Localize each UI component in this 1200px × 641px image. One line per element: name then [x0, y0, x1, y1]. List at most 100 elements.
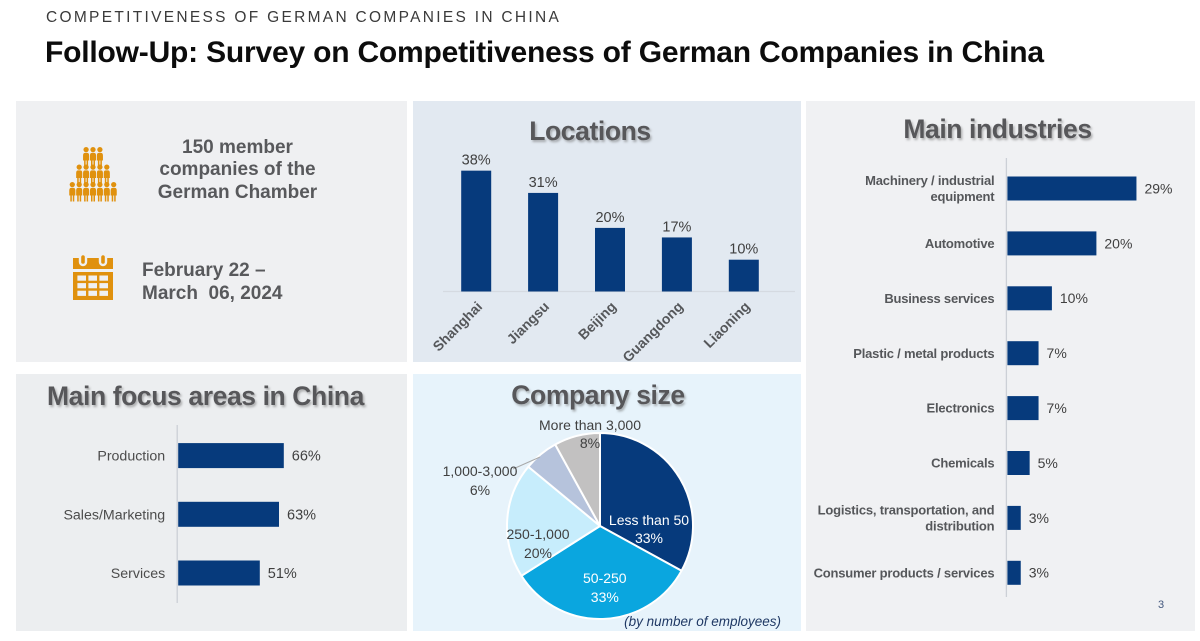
person-glyph: [96, 147, 103, 167]
date-text-line: March 06, 2024: [142, 282, 283, 304]
pie-label-name: 50-250: [583, 570, 627, 586]
panel-locations: Locations 38% Shanghai 31% Jiangsu 20% Beijin…: [413, 101, 801, 362]
pie-slice-Less than 50: [599, 432, 694, 572]
person-glyph: [96, 164, 103, 185]
bar-Machinery / industrial equipment: [1007, 176, 1137, 201]
person-glyph: [96, 182, 103, 202]
bar-value-label: 51%: [268, 566, 297, 582]
bar-Business services: [1007, 286, 1052, 311]
bar-Chemicals: [1007, 451, 1030, 475]
bar-category-label: Automotive: [925, 236, 995, 251]
locations-title: Locations: [529, 116, 651, 146]
bar-Services: [178, 560, 260, 586]
bar-category-label: Liaoning: [700, 298, 753, 351]
bar-value-label: 29%: [1144, 180, 1172, 196]
focus-bar-chart: 66% Production 63% Sales/Marketing 51% Servic…: [63, 425, 321, 603]
bar-Shanghai: [461, 170, 492, 292]
bar-category-label: Sales/Marketing: [63, 507, 165, 523]
pie-label-name: 250-1,000: [506, 526, 569, 542]
survey-date-text: February 22 – March 06, 2024: [142, 260, 282, 306]
pie-label-name: More than 3,000: [539, 417, 641, 433]
bar-category-label: Electronics: [927, 401, 995, 416]
industries-title: Main industries: [903, 114, 1092, 144]
bar-value-label: 38%: [462, 153, 491, 169]
bar-category-label: Services: [111, 566, 165, 582]
members-text: 150 member companies of the German Chamber: [144, 137, 331, 204]
bar-Production: [178, 443, 284, 469]
bar-category-label: Production: [97, 449, 165, 465]
panel-company-size: Company size Less than 50 33% 50-250 33% 250…: [413, 374, 801, 631]
bar-value-label: 20%: [595, 210, 624, 226]
person-glyph: [89, 182, 97, 202]
people-group-icon: [69, 147, 117, 202]
person-glyph: [110, 182, 117, 202]
bar-value-label: 3%: [1029, 510, 1049, 526]
person-glyph: [89, 164, 97, 185]
person-glyph: [89, 147, 97, 167]
pie-slice-More than 3,000: [554, 432, 601, 527]
pie-label-value: 8%: [580, 435, 600, 451]
company-size-pie-chart: Less than 50 33% 50-250 33% 250-1,000 20% 1,00…: [443, 417, 694, 620]
bar-category-label: Machinery / industrial equipment: [865, 173, 995, 204]
person-glyph: [69, 182, 76, 202]
bar-category-label: Logistics, transportation, and distributi…: [818, 502, 995, 533]
pie-label-name: 1,000-3,000: [443, 463, 518, 479]
person-glyph: [83, 164, 90, 185]
person-glyph: [103, 164, 110, 185]
bar-Consumer products / services: [1007, 560, 1021, 585]
bar-value-label: 5%: [1038, 455, 1058, 471]
bar-value-label: 63%: [287, 507, 316, 523]
bar-value-label: 10%: [729, 242, 758, 258]
bar-value-label: 7%: [1047, 345, 1067, 361]
bar-value-label: 17%: [662, 219, 691, 235]
bar-value-label: 3%: [1029, 565, 1049, 581]
person-glyph: [83, 147, 90, 167]
bar-value-label: 20%: [1104, 235, 1132, 251]
person-glyph: [83, 182, 90, 202]
bar-category-label: Business services: [884, 291, 994, 306]
bar-Liaoning: [728, 259, 759, 292]
focus-title: Main focus areas in China: [47, 381, 364, 411]
bar-category-label: Consumer products / services: [814, 565, 995, 580]
bar-value-label: 31%: [529, 175, 558, 191]
panel-survey-info: 150 member companies of the German Chamber…: [16, 101, 407, 362]
bar-Plastic / metal products: [1007, 341, 1039, 366]
bar-category-label: Jiangsu: [503, 298, 552, 347]
page-title: Follow-Up: Survey on Competitiveness of …: [45, 36, 1044, 69]
bar-Automotive: [1007, 231, 1097, 256]
bar-value-label: 7%: [1047, 400, 1067, 416]
bar-category-label: Guangdong: [619, 298, 686, 362]
bar-category-label: Chemicals: [931, 456, 994, 471]
panel-focus-areas: Main focus areas in China 66% Production 6…: [16, 374, 407, 631]
members-text-line: companies of the: [159, 159, 316, 181]
bar-value-label: 10%: [1060, 290, 1088, 306]
pie-label-value: 20%: [524, 545, 552, 561]
panel-main-industries: Main industries 29% Machinery / industria…: [806, 101, 1195, 631]
locations-bar-chart: 38% Shanghai 31% Jiangsu 20% Beijing 17% Guangd…: [429, 153, 795, 362]
company-size-title: Company size: [511, 380, 685, 410]
members-text-line: 150 member: [182, 137, 293, 158]
eyebrow: COMPETITIVENESS OF GERMAN COMPANIES IN C…: [46, 9, 562, 26]
industries-bar-chart: 29% Machinery / industrial equipment 20% Aut…: [814, 158, 1172, 597]
bar-Beijing: [595, 227, 625, 292]
pie-caption: (by number of employees): [624, 614, 781, 629]
person-glyph: [76, 164, 83, 185]
person-glyph: [103, 182, 110, 202]
bar-Electronics: [1007, 396, 1039, 421]
page-number: 3: [1158, 599, 1165, 611]
bar-Sales/Marketing: [178, 501, 279, 527]
bar-value-label: 66%: [292, 449, 321, 465]
bar-category-label: Plastic / metal products: [853, 346, 994, 361]
calendar-icon: [73, 254, 113, 300]
bar-Jiangsu: [528, 192, 559, 292]
pie-slice-250-1,000: [506, 465, 601, 577]
pie-leader-line: [512, 456, 541, 470]
bar-category-label: Shanghai: [429, 298, 485, 354]
pie-label-value: 33%: [591, 589, 619, 605]
pie-label-name: Less than 50: [609, 512, 689, 528]
date-text-line: February 22 –: [142, 260, 266, 281]
pie-label-value: 33%: [635, 530, 663, 546]
pie-slice-50-250: [520, 525, 683, 620]
pie-label-value: 6%: [470, 482, 490, 498]
